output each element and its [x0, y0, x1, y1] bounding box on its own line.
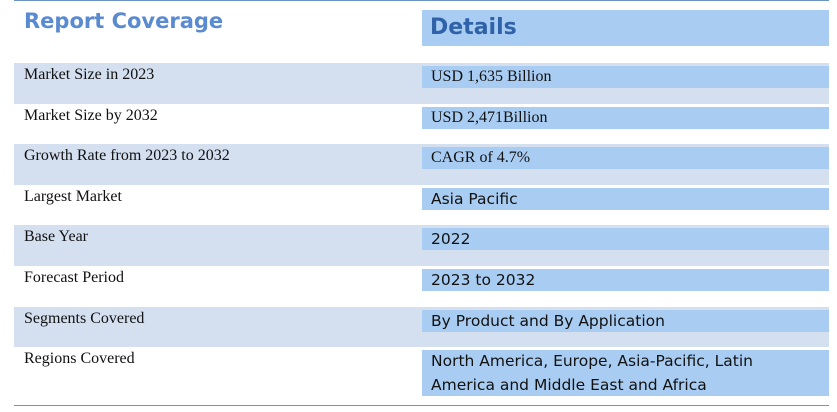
- row-value-cell: Asia Pacific: [422, 187, 829, 210]
- row-value-cell: North America, Europe, Asia-Pacific, Lat…: [422, 350, 829, 397]
- report-coverage-table: Report Coverage Details Market Size in 2…: [14, 0, 829, 407]
- row-value-cell: USD 1,635 Billion: [422, 66, 829, 88]
- row-value-cell: 2022: [422, 228, 829, 251]
- row-value-cell: By Product and By Application: [422, 309, 829, 332]
- row-value: 2022: [431, 230, 471, 249]
- table-row: Market Size by 2032 USD 2,471Billion: [14, 104, 829, 145]
- table-row: Market Size in 2023 USD 1,635 Billion: [14, 63, 829, 104]
- row-label: Regions Covered: [24, 350, 135, 368]
- row-label: Forecast Period: [24, 268, 124, 286]
- table-row: Regions Covered North America, Europe, A…: [14, 347, 829, 407]
- row-value: 2023 to 2032: [431, 270, 536, 289]
- row-label: Market Size in 2023: [24, 66, 155, 83]
- row-value: CAGR of 4.7%: [431, 149, 531, 167]
- table-row: Growth Rate from 2023 to 2032 CAGR of 4.…: [14, 144, 829, 185]
- row-value: Asia Pacific: [431, 189, 518, 208]
- table-row: Largest Market Asia Pacific: [14, 185, 829, 226]
- table-bottom-border: [14, 405, 829, 407]
- header-details: Details: [430, 15, 517, 40]
- header-report-coverage: Report Coverage: [24, 9, 224, 33]
- row-value: By Product and By Application: [431, 311, 665, 330]
- row-value-cell: CAGR of 4.7%: [422, 147, 829, 170]
- row-label: Market Size by 2032: [24, 106, 158, 124]
- row-label: Growth Rate from 2023 to 2032: [24, 147, 230, 165]
- row-value-cell: USD 2,471Billion: [422, 106, 829, 129]
- row-value-cell: 2023 to 2032: [422, 268, 829, 291]
- row-value: USD 1,635 Billion: [431, 68, 552, 85]
- row-label: Base Year: [24, 228, 88, 246]
- table-row: Segments Covered By Product and By Appli…: [14, 306, 829, 348]
- table-row: Base Year 2022: [14, 225, 829, 266]
- row-value: North America, Europe, Asia-Pacific, Lat…: [431, 352, 753, 395]
- row-value: USD 2,471Billion: [431, 108, 548, 126]
- row-label: Segments Covered: [24, 309, 145, 327]
- row-label: Largest Market: [24, 187, 122, 205]
- header-details-cell: Details: [422, 10, 829, 46]
- table-header: Report Coverage Details: [14, 0, 829, 63]
- table-row: Forecast Period 2023 to 2032: [14, 266, 829, 307]
